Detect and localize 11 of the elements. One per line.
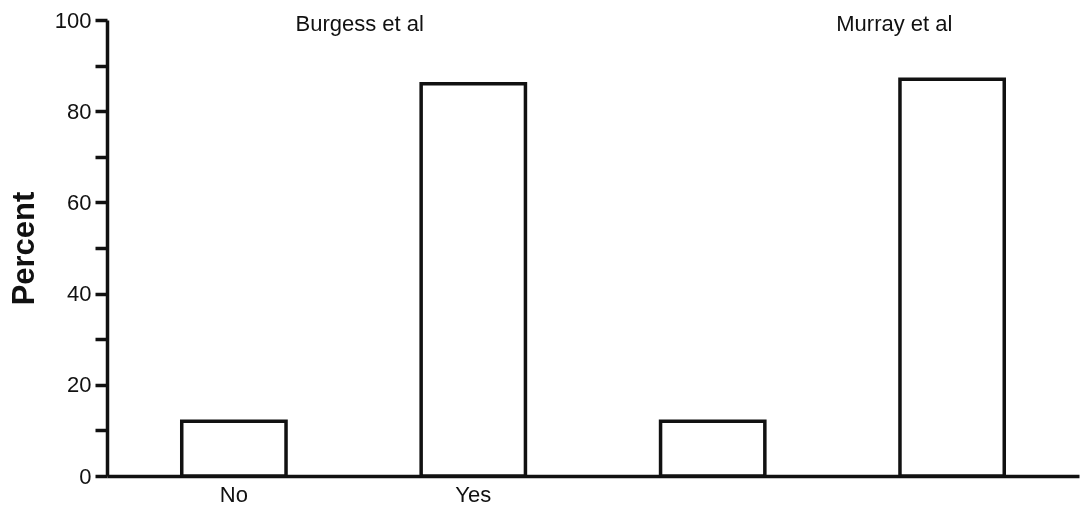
y-axis-title: Percent xyxy=(5,191,41,306)
x-tick-label: No xyxy=(219,481,248,507)
y-tick-label: 80 xyxy=(67,98,92,124)
y-tick-label: 40 xyxy=(67,281,92,307)
x-tick-label: Yes xyxy=(455,481,492,507)
y-tick-label: 0 xyxy=(79,463,92,489)
y-tick-label: 100 xyxy=(54,7,92,33)
y-tick-label: 60 xyxy=(67,189,92,215)
annotation: Murray et al xyxy=(836,11,953,36)
annotation: Burgess et al xyxy=(295,11,424,36)
y-tick-label: 20 xyxy=(67,372,92,398)
